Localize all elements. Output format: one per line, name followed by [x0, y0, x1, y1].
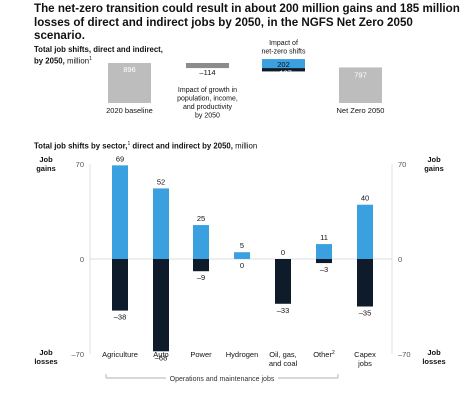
bar-gain-2 — [193, 225, 209, 259]
y-tick-left-1: 0 — [80, 255, 84, 264]
value-gain-2: 25 — [197, 214, 205, 223]
bar-loss-1 — [153, 259, 169, 352]
value-gain-5: 11 — [320, 233, 328, 242]
value-gain-4: 0 — [281, 248, 285, 257]
y-tick-left-2: –70 — [71, 350, 84, 359]
waterfall-labels: 896 –114 202–187 797 2020 baseline Net Zero 2… — [106, 40, 384, 120]
sector-footnote-mark: 1 — [127, 141, 131, 147]
waterfall-bar-end — [339, 67, 382, 103]
waterfall-value-baseline: 896 — [123, 65, 136, 74]
category-label-6-line1: jobs — [357, 359, 372, 368]
waterfall-xlabel-end: Net Zero 2050 — [337, 106, 385, 115]
bar-gain-0 — [112, 165, 128, 259]
waterfall-value-gains: 202 — [277, 60, 290, 69]
left-losses-label-1: Job — [39, 348, 53, 357]
bar-loss-0 — [112, 259, 128, 311]
category-label-6-line0: Capex — [354, 350, 376, 359]
value-gain-0: 69 — [116, 154, 124, 163]
category-label-4-line0: Oil, gas, — [269, 350, 297, 359]
sector-chart: 70 700 0–70 –70JobgainsJobgainsJoblossesJob… — [34, 154, 445, 383]
waterfall-chart: 896 –114 202–187 797 2020 baseline Net Zero 2… — [106, 40, 384, 120]
value-loss-0: –38 — [114, 313, 127, 322]
left-losses-label-2: losses — [34, 357, 57, 366]
category-label-4-line1: and coal — [269, 359, 298, 368]
waterfall-value-end: 797 — [354, 70, 367, 79]
right-gains-label-2: gains — [424, 164, 444, 173]
waterfall-bar-losses — [262, 68, 305, 72]
waterfall-title-unit: million — [66, 56, 90, 66]
value-gain-3: 5 — [240, 241, 244, 250]
bar-loss-2 — [193, 259, 209, 272]
value-loss-2: –9 — [197, 273, 205, 282]
category-label-2-line0: Power — [190, 350, 212, 359]
y-tick-right-2: –70 — [398, 350, 411, 359]
sector-title-bold-2: direct and indirect by 2050, — [132, 141, 233, 151]
right-losses-label-1: Job — [427, 348, 441, 357]
waterfall-footnote-mark: 1 — [89, 55, 92, 62]
category-label-1-line0: Auto — [153, 350, 168, 359]
bar-loss-5 — [316, 259, 332, 264]
waterfall-annotation-growth-line4: by 2050 — [195, 113, 220, 120]
waterfall-annotation-netzero-line1: Impact of — [269, 40, 298, 47]
category-footnote-5: 2 — [332, 350, 335, 356]
sector-title-unit: million — [235, 141, 258, 151]
bar-gain-6 — [357, 204, 373, 259]
sector-bars — [112, 165, 373, 352]
value-gain-1: 52 — [157, 177, 165, 186]
waterfall-bars — [108, 59, 382, 103]
category-label-5-line0: Other2 — [313, 350, 335, 359]
bar-gain-1 — [153, 188, 169, 259]
waterfall-title-bold: Total job shifts, direct and indirect, — [34, 45, 163, 54]
waterfall-title-bold-2: by 2050, — [34, 56, 65, 66]
group-label: Operations and maintenance jobs — [170, 376, 275, 383]
headline: The net-zero transition could result in … — [34, 2, 460, 42]
value-loss-5: –3 — [320, 265, 328, 274]
bar-loss-6 — [357, 259, 373, 307]
waterfall-bar-baseline — [108, 63, 151, 103]
y-tick-right-0: 70 — [398, 160, 406, 169]
waterfall-value-losses: –187 — [275, 69, 292, 78]
sector-title-bold: Total job shifts by sector, — [34, 141, 128, 151]
left-gains-label-2: gains — [36, 164, 56, 173]
bar-gain-3 — [234, 252, 250, 259]
category-label-0-line0: Agriculture — [102, 350, 138, 359]
value-loss-6: –35 — [359, 309, 372, 318]
bar-gain-5 — [316, 244, 332, 259]
right-gains-label-1: Job — [427, 155, 441, 164]
value-gain-6: 40 — [361, 194, 369, 203]
waterfall-annotation-growth-line3: and productivity — [183, 104, 233, 111]
right-losses-label-2: losses — [422, 357, 445, 366]
y-tick-left-0: 70 — [76, 160, 84, 169]
value-loss-4: –33 — [277, 306, 290, 315]
waterfall-xlabel-baseline: 2020 baseline — [106, 106, 153, 115]
waterfall-annotation-growth-line1: Impact of growth in — [178, 87, 237, 94]
waterfall-bar-growth — [186, 63, 229, 69]
waterfall-value-growth: –114 — [199, 68, 215, 77]
waterfall-annotation-netzero-line2: net-zero shifts — [262, 49, 306, 56]
value-loss-1: –68 — [155, 353, 168, 362]
y-tick-right-1: 0 — [398, 255, 402, 264]
bar-loss-4 — [275, 259, 291, 304]
value-loss-3: 0 — [240, 261, 244, 270]
left-gains-label-1: Job — [39, 155, 53, 164]
category-label-3-line0: Hydrogen — [226, 350, 259, 359]
waterfall-annotation-growth-line2: population, income, — [177, 96, 238, 103]
waterfall-title: Total job shifts, direct and indirect, b… — [34, 45, 194, 66]
waterfall-bar-gains — [262, 59, 305, 69]
sector-title: Total job shifts by sector,1 direct and … — [34, 140, 454, 151]
